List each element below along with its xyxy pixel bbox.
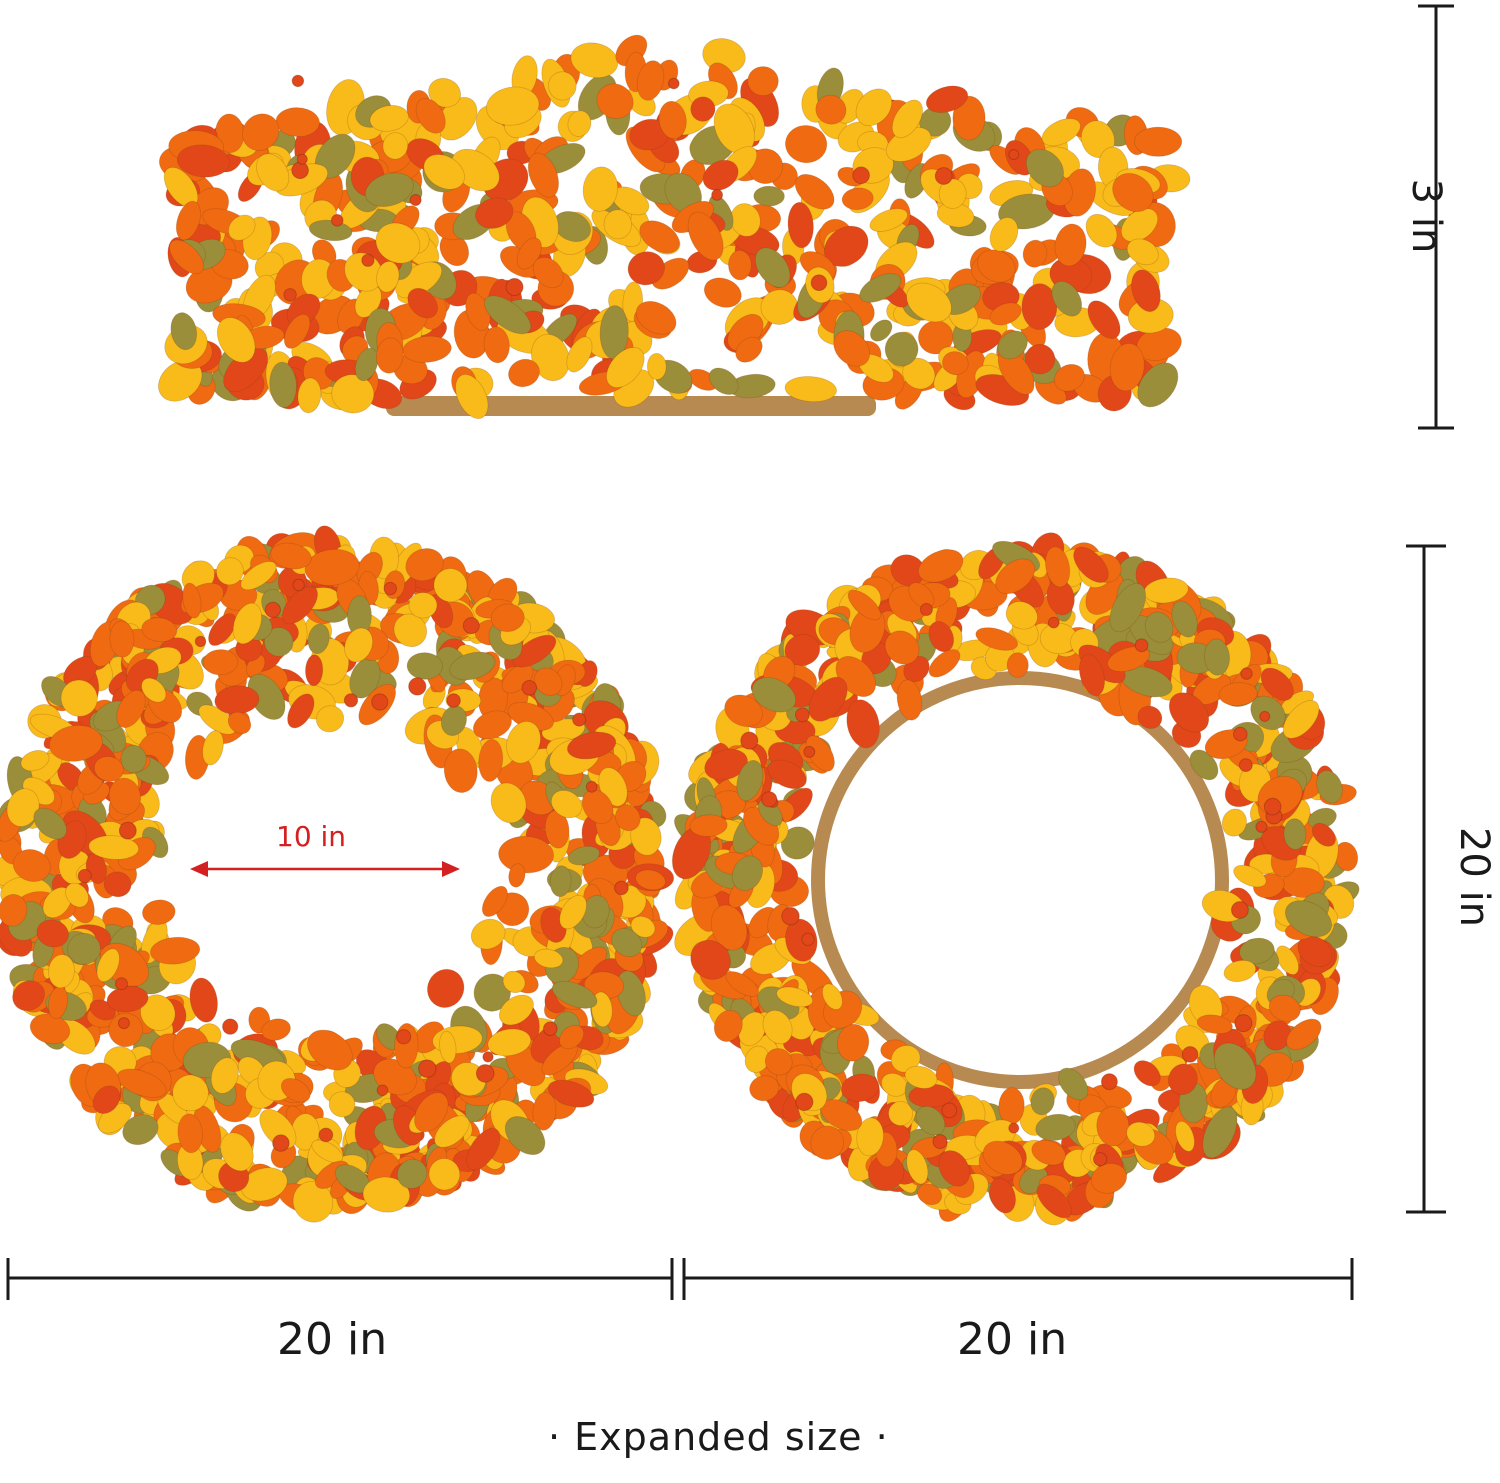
wreath-side-view: [158, 34, 1191, 419]
height-dimension-top: [1418, 4, 1454, 430]
width-label-left: 20 in: [277, 1314, 388, 1365]
width-dimension-right: [682, 1258, 1354, 1300]
wreath-front-view: [0, 525, 675, 1223]
width-label-right: 20 in: [957, 1314, 1068, 1365]
height-label-right: 20 in: [1451, 826, 1497, 928]
expanded-size-caption: · Expanded size ·: [548, 1415, 889, 1459]
wreath-back-view: [671, 532, 1360, 1226]
width-dimension-left: [6, 1258, 674, 1300]
inner-diameter-arrow: [190, 861, 460, 877]
height-dimension-right: [1406, 544, 1446, 1214]
height-label-top: 3 in: [1403, 178, 1449, 254]
inner-diameter-label: 10 in: [276, 820, 347, 853]
